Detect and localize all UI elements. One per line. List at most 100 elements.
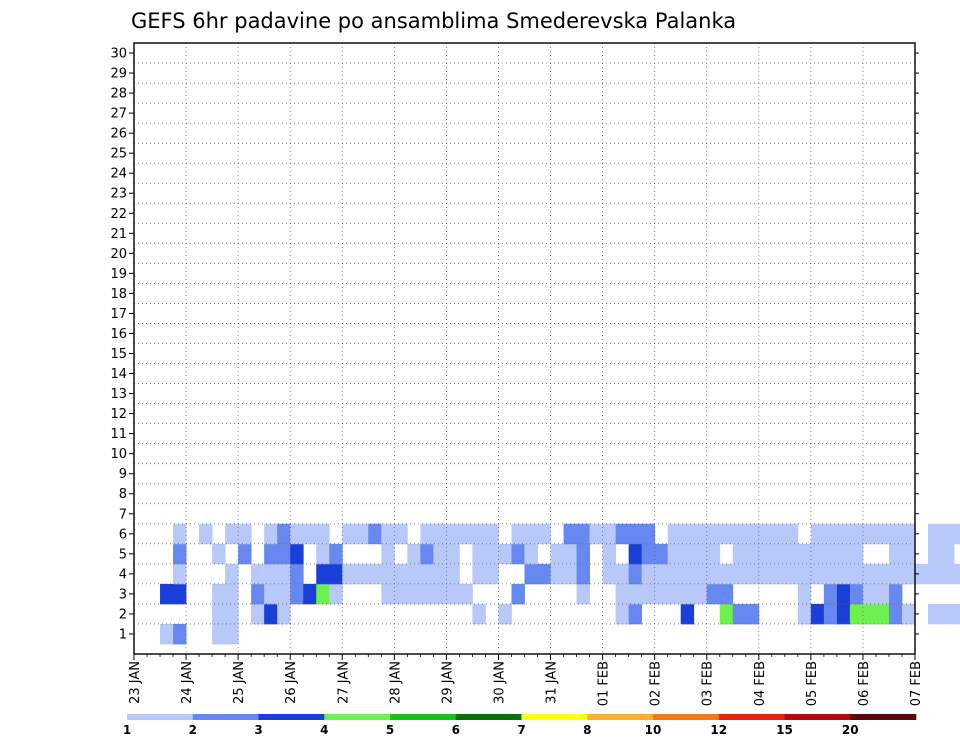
heatmap-cell [355, 523, 369, 545]
heatmap-cell [823, 563, 838, 585]
x-tick-label: 05 FEB [805, 661, 820, 706]
heatmap-cell [732, 523, 747, 545]
heatmap-cell [745, 543, 760, 565]
heatmap-cell [706, 583, 721, 605]
heatmap-cell [954, 523, 960, 545]
heatmap-cell [524, 543, 538, 565]
colorbar-swatch [192, 714, 259, 720]
x-tick-label: 07 FEB [909, 661, 924, 706]
heatmap-cell [485, 563, 499, 585]
heatmap-cell [550, 543, 564, 565]
heatmap-cell [797, 543, 812, 565]
heatmap-cell [654, 543, 669, 565]
heatmap-cell [264, 543, 278, 565]
x-tick-label: 27 JAN [336, 661, 351, 704]
heatmap-cell [537, 523, 551, 545]
heatmap-cell [316, 563, 330, 585]
heatmap-cell [849, 603, 864, 625]
heatmap-cell [472, 563, 486, 585]
colorbar: 1 2 3 4 5 6 7 8 10 12 15 20 [123, 714, 917, 737]
heatmap-cell [745, 563, 760, 585]
heatmap-cell [680, 543, 695, 565]
heatmap-cell [173, 543, 187, 565]
y-tick-label: 8 [119, 487, 127, 502]
y-tick-label: 29 [110, 67, 127, 82]
heatmap-cell [290, 523, 304, 545]
heatmap-cell [706, 563, 721, 585]
y-tick-label: 21 [110, 227, 127, 242]
heatmap-cell [576, 563, 590, 585]
heatmap-cell [511, 583, 525, 605]
x-tick-label: 23 JAN [128, 661, 143, 704]
heatmap-cell [823, 603, 838, 625]
heatmap-cell [446, 563, 460, 585]
x-axis: 23 JAN 24 JAN 25 JAN 26 JAN 27 JAN 28 JAN 29 J… [128, 654, 924, 706]
colorbar-swatch [455, 714, 522, 720]
heatmap-cell [407, 563, 421, 585]
heatmap-cell [459, 583, 473, 605]
heatmap-cell [420, 563, 434, 585]
heatmap-cell [836, 563, 851, 585]
heatmap-cell [602, 563, 617, 585]
heatmap-cell [797, 563, 812, 585]
heatmap-cell [862, 563, 877, 585]
heatmap-cell [303, 583, 317, 605]
heatmap-cell [771, 563, 786, 585]
heatmap-cell [173, 623, 187, 645]
colorbar-swatch [718, 714, 785, 720]
heatmap-cell [433, 563, 447, 585]
heatmap-cell [797, 603, 812, 625]
heatmap-cell [758, 523, 773, 545]
heatmap-cell [641, 563, 656, 585]
y-tick-label: 25 [110, 147, 127, 162]
heatmap-cell [368, 523, 382, 545]
heatmap-cell [498, 543, 512, 565]
colorbar-swatch [258, 714, 325, 720]
heatmap-cell [784, 543, 799, 565]
heatmap-cell [693, 523, 708, 545]
heatmap-cell [928, 563, 942, 585]
y-tick-label: 3 [119, 587, 127, 602]
heatmap-cell [407, 583, 421, 605]
heatmap-cell [615, 603, 630, 625]
heatmap-cell [732, 563, 747, 585]
heatmap-cell [498, 603, 512, 625]
heatmap-cell [277, 603, 291, 625]
heatmap-cell [173, 523, 187, 545]
heatmap-cell [303, 523, 317, 545]
heatmap-cell [420, 523, 434, 545]
y-tick-label: 26 [110, 127, 127, 142]
y-tick-label: 1 [119, 627, 127, 642]
colorbar-swatch [850, 714, 917, 720]
heatmap-cell [901, 543, 916, 565]
y-tick-label: 28 [110, 87, 127, 102]
heatmap-cell [719, 603, 734, 625]
y-tick-label: 24 [110, 167, 127, 182]
heatmap-cell [745, 523, 760, 545]
x-tick-label: 25 JAN [232, 661, 247, 704]
heatmap-cell [941, 523, 955, 545]
heatmap-cell [446, 583, 460, 605]
heatmap-cell [472, 543, 486, 565]
heatmap-cell [745, 603, 760, 625]
heatmap-cell [888, 523, 903, 545]
heatmap-cell [901, 563, 916, 585]
heatmap-cell [511, 543, 525, 565]
heatmap-cell [784, 523, 799, 545]
y-tick-label: 7 [119, 507, 127, 522]
heatmap-cell [836, 543, 851, 565]
heatmap-cells [160, 523, 960, 645]
heatmap-cell [342, 563, 356, 585]
heatmap-cell [941, 563, 955, 585]
heatmap-cell [915, 563, 929, 585]
heatmap-cell [888, 543, 903, 565]
heatmap-cell [160, 583, 174, 605]
colorbar-label: 6 [452, 723, 460, 737]
heatmap-cell [875, 603, 890, 625]
heatmap-cell [225, 603, 239, 625]
heatmap-cell [407, 543, 421, 565]
heatmap-cell [862, 603, 877, 625]
heatmap-cell [706, 523, 721, 545]
heatmap-cell [628, 583, 643, 605]
heatmap-cell [537, 563, 551, 585]
